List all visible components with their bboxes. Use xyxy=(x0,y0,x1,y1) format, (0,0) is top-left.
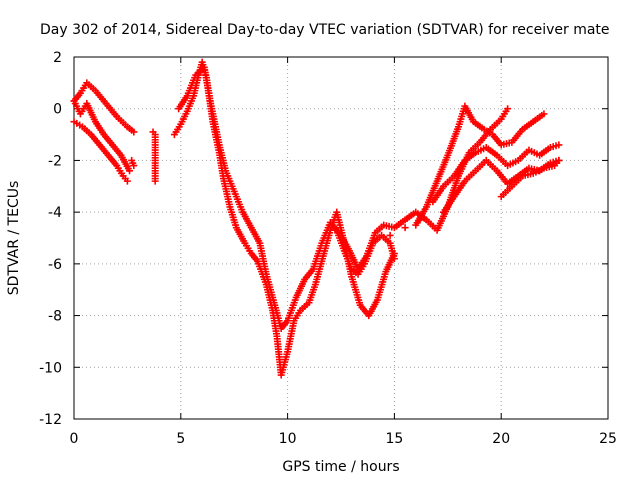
data-point xyxy=(123,177,131,185)
series-3 xyxy=(170,58,398,379)
x-tick-label: 15 xyxy=(385,431,403,447)
y-axis-label: SDTVAR / TECUs xyxy=(6,181,22,296)
data-point xyxy=(151,177,159,185)
data-point xyxy=(504,105,512,113)
y-tick-label: -8 xyxy=(48,309,62,325)
x-axis-label: GPS time / hours xyxy=(282,459,399,475)
y-tick-label: -10 xyxy=(39,360,62,376)
x-tick-label: 20 xyxy=(492,431,510,447)
data-point xyxy=(401,224,409,232)
series-9 xyxy=(333,226,398,278)
series-2 xyxy=(128,128,159,185)
y-tick-label: -2 xyxy=(48,153,62,169)
x-tick-label: 10 xyxy=(279,431,297,447)
series-4 xyxy=(175,63,512,332)
series-6 xyxy=(386,141,563,239)
data-point xyxy=(130,128,138,136)
x-tick-label: 5 xyxy=(176,431,185,447)
y-tick-label: 2 xyxy=(53,50,62,66)
data-point xyxy=(130,162,138,170)
data-point xyxy=(555,141,563,149)
series-1 xyxy=(70,118,131,185)
data-point xyxy=(386,231,394,239)
data-point xyxy=(416,216,424,224)
data-point xyxy=(540,110,548,118)
data-marks xyxy=(70,58,563,379)
series-10 xyxy=(70,97,134,175)
y-tick-label: -6 xyxy=(48,257,62,273)
series-0 xyxy=(70,79,138,136)
x-tick-label: 0 xyxy=(70,431,79,447)
plot-frame xyxy=(73,56,609,420)
data-point xyxy=(555,156,563,164)
chart-title: Day 302 of 2014, Sidereal Day-to-day VTE… xyxy=(40,22,610,38)
series-8 xyxy=(497,156,563,201)
x-tick-label: 25 xyxy=(599,431,617,447)
y-tick-label: -12 xyxy=(39,412,62,428)
data-point xyxy=(126,167,134,175)
y-tick-label: 0 xyxy=(53,102,62,118)
data-point xyxy=(390,255,398,263)
y-tick-label: -4 xyxy=(48,205,62,221)
